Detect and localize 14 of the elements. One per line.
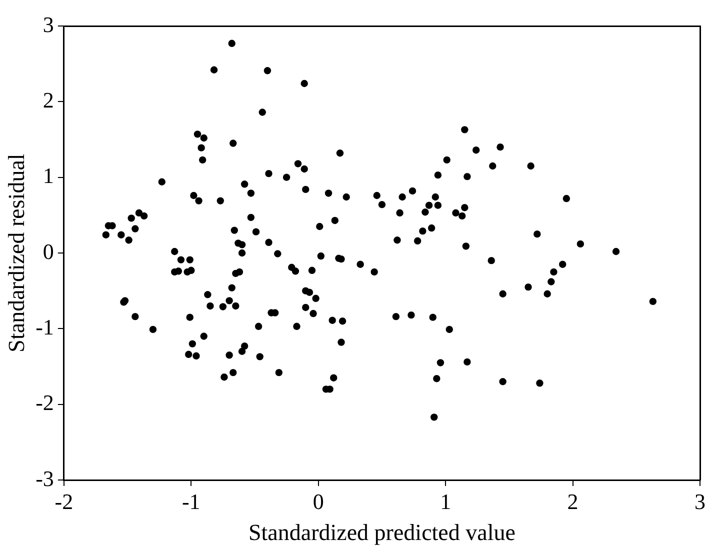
y-tick-label: 2	[42, 87, 54, 112]
x-tick-label: 0	[312, 488, 324, 514]
y-tick-label: -2	[36, 390, 54, 416]
x-tick-label: 3	[694, 488, 706, 514]
y-axis-title: Standardized residual	[4, 154, 29, 352]
y-tick-label: -3	[36, 466, 54, 491]
y-tick-label: -1	[36, 314, 54, 340]
x-tick-label: 1	[440, 488, 452, 514]
y-tick-label: 0	[42, 238, 54, 264]
y-tick-label: 3	[42, 12, 54, 37]
x-axis-title: Standardized predicted value	[248, 520, 516, 546]
x-tick-label: -1	[182, 488, 200, 514]
x-tick-label: 2	[567, 488, 578, 514]
y-tick-label: 1	[42, 163, 54, 188]
